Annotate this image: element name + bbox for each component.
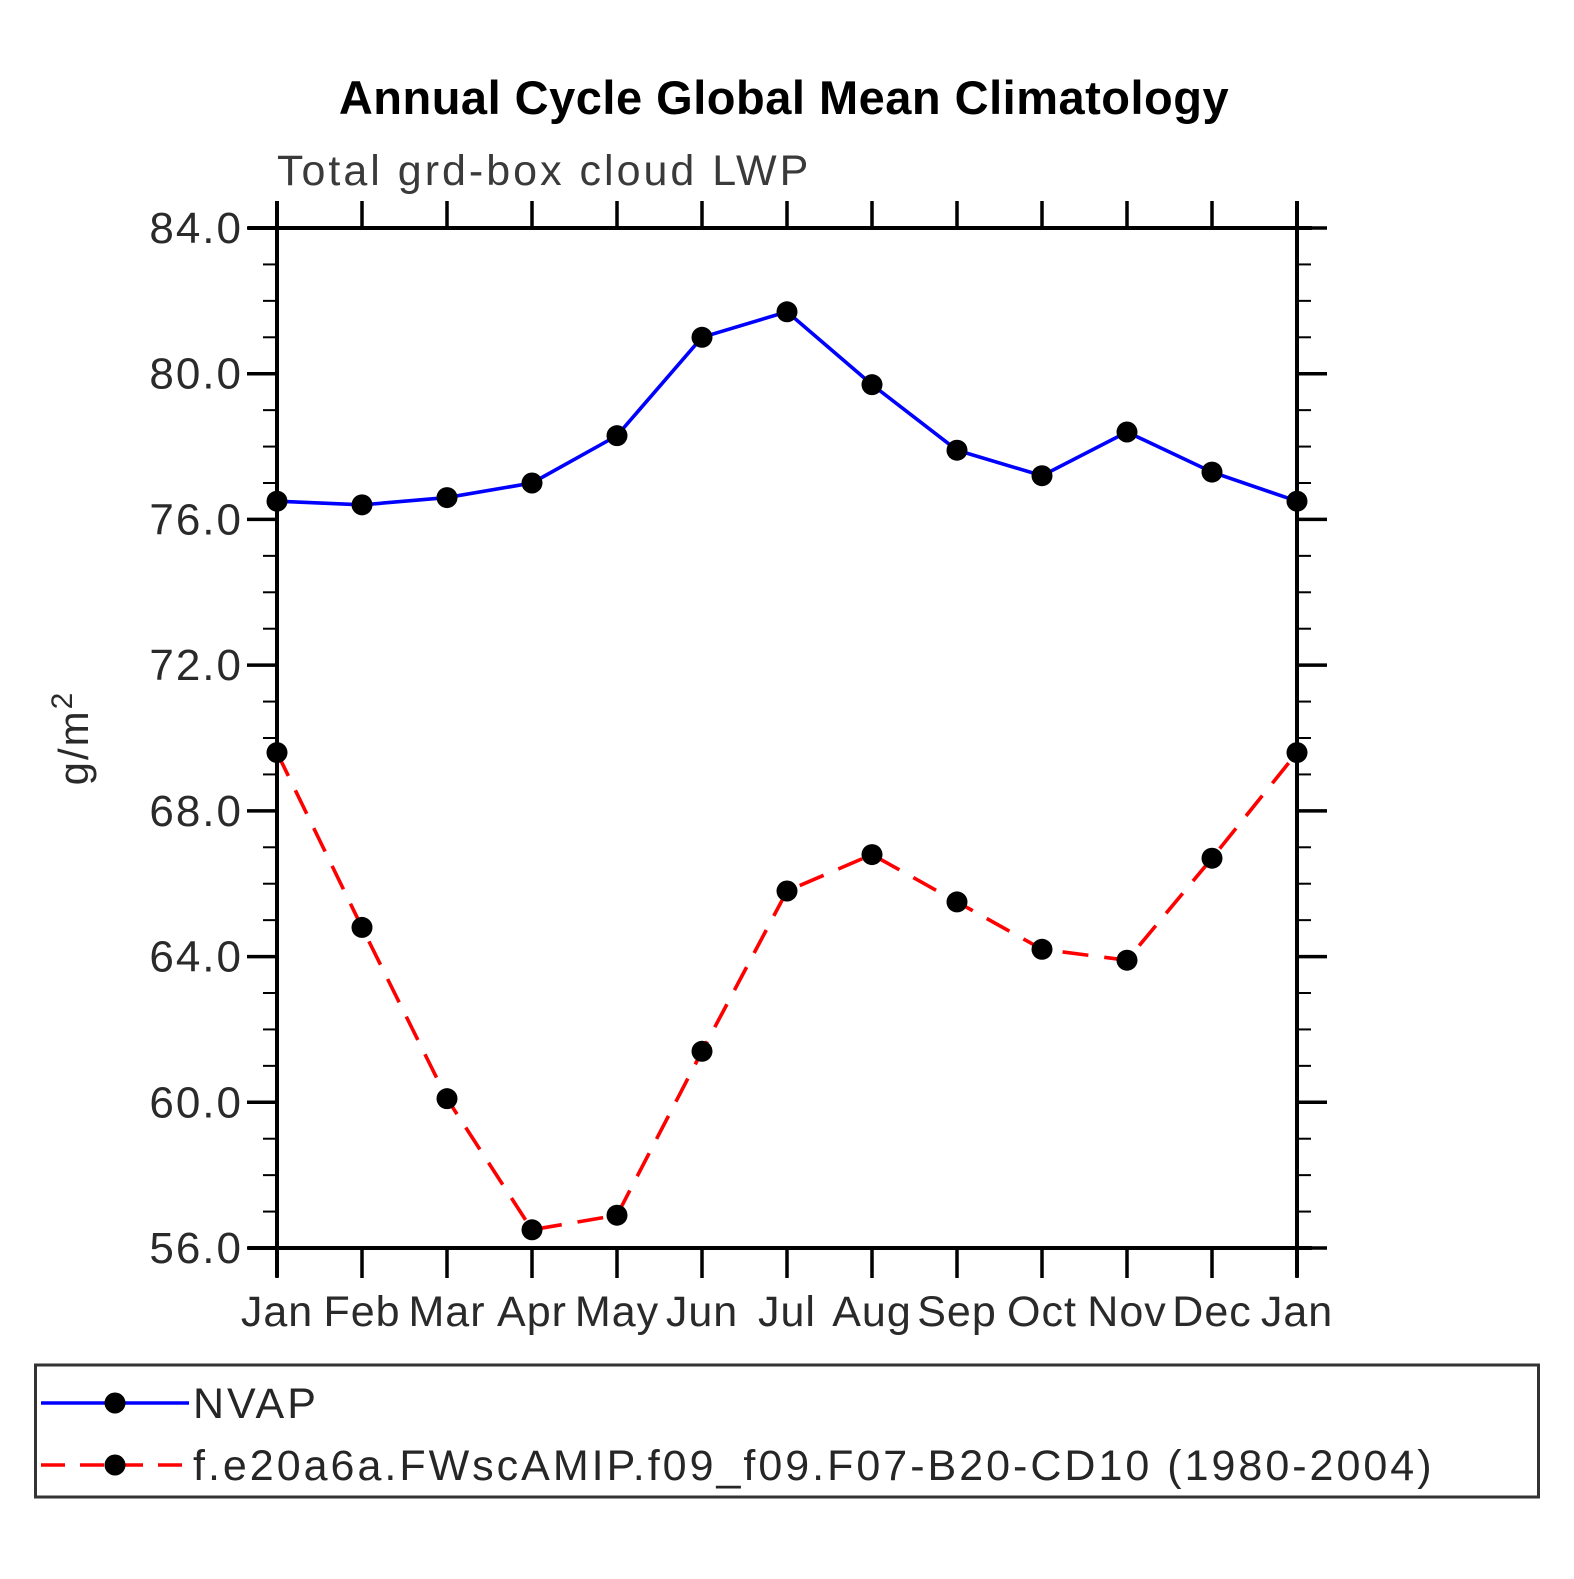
x-tick-label: Oct [1007, 1288, 1077, 1336]
y-axis-title-superscript: 2 [46, 691, 79, 710]
data-point-marker [436, 487, 458, 509]
legend-group: NVAP f.e20a6a.FWscAMIP.f09_f09.F07-B20-C… [34, 1363, 1540, 1499]
y-axis-title-base: g/m [50, 709, 97, 785]
y-tick-label: 76.0 [149, 495, 243, 544]
legend-sample-marker-1 [104, 1454, 126, 1476]
data-point-marker [1116, 421, 1138, 443]
data-point-marker [1031, 938, 1053, 960]
y-tick-label: 60.0 [149, 1078, 243, 1127]
data-point-marker [521, 1219, 543, 1241]
x-tick-label: Aug [832, 1288, 912, 1336]
data-point-marker [861, 374, 883, 396]
x-tick-label: Apr [497, 1288, 567, 1336]
data-point-marker [351, 494, 373, 516]
y-axis-title: g/m2 [46, 691, 97, 786]
data-point-marker [1116, 949, 1138, 971]
x-tick-label: Jan [241, 1288, 313, 1336]
series-line-0 [276, 309, 1298, 507]
x-tick-label: Jan [1261, 1288, 1333, 1336]
series-line-1 [275, 751, 1299, 1232]
data-point-marker [946, 891, 968, 913]
series-group [266, 301, 1308, 1241]
legend-sample-marker-0 [104, 1392, 126, 1414]
data-point-marker [1286, 742, 1308, 764]
y-tick-label: 56.0 [149, 1224, 243, 1273]
y-tick-label: 84.0 [149, 204, 243, 253]
data-point-marker [1201, 461, 1223, 483]
data-point-marker [606, 1204, 628, 1226]
data-point-marker [436, 1088, 458, 1110]
data-point-marker [776, 301, 798, 323]
chart-subtitle: Total grd-box cloud LWP [277, 147, 811, 195]
chart-title: Annual Cycle Global Mean Climatology [339, 71, 1229, 124]
legend-samples [41, 1392, 189, 1476]
x-tick-label: Mar [408, 1288, 485, 1336]
data-point-marker [691, 1040, 713, 1062]
x-tick-label: Feb [323, 1288, 400, 1336]
data-point-marker [1031, 465, 1053, 487]
data-point-marker [266, 742, 288, 764]
data-point-marker [776, 880, 798, 902]
axes-group: Jan Feb Mar Apr May Jun Jul Aug Sep Oct Nov Dec Jan8… [149, 201, 1333, 1336]
legend-label-model: f.e20a6a.FWscAMIP.f09_f09.F07-B20-CD10 (… [193, 1442, 1435, 1490]
data-point-marker [946, 439, 968, 461]
y-tick-label: 68.0 [149, 787, 243, 836]
data-point-marker [351, 916, 373, 938]
data-point-marker [691, 326, 713, 348]
data-point-marker [861, 844, 883, 866]
legend-label-nvap: NVAP [193, 1380, 319, 1428]
x-tick-label: Dec [1172, 1288, 1251, 1336]
data-point-marker [521, 472, 543, 494]
data-point-marker [1201, 847, 1223, 869]
data-point-marker [266, 490, 288, 512]
y-tick-label: 72.0 [149, 641, 243, 690]
x-tick-label: May [575, 1288, 659, 1336]
x-tick-label: Jul [758, 1288, 816, 1336]
x-tick-label: Nov [1087, 1288, 1166, 1336]
data-point-marker [606, 425, 628, 447]
y-tick-label: 64.0 [149, 933, 243, 982]
x-tick-label: Jun [666, 1288, 738, 1336]
y-tick-label: 80.0 [149, 350, 243, 399]
data-point-marker [1286, 490, 1308, 512]
x-tick-label: Sep [917, 1288, 997, 1336]
legend-box [34, 1363, 1540, 1499]
